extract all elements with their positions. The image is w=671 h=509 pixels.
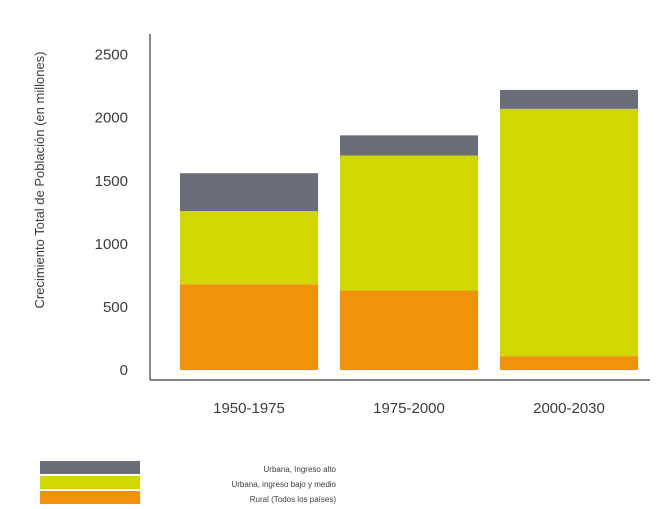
legend: Urbana, Ingreso alto Urbana, ingreso bajo… <box>40 461 337 504</box>
bar-segment <box>500 108 638 357</box>
legend-label: Urbana, ingreso bajo y medio <box>231 480 336 489</box>
bar-segment <box>180 284 318 370</box>
y-ticks: 0 500 1000 1500 2000 2500 <box>95 47 128 379</box>
y-tick-label: 2500 <box>95 47 128 64</box>
x-tick-label: 1975-2000 <box>373 400 445 417</box>
bars <box>180 89 638 370</box>
y-tick-label: 500 <box>103 299 128 316</box>
bar-segment <box>180 211 318 285</box>
legend-label: Urbana, Ingreso alto <box>264 465 337 474</box>
y-tick-label: 0 <box>120 362 128 379</box>
bar-segment <box>500 356 638 370</box>
x-tick-label: 1950-1975 <box>213 400 285 417</box>
bar-segment <box>500 89 638 109</box>
axes <box>149 34 650 381</box>
legend-label: Rural (Todos los países) <box>250 495 337 504</box>
y-axis-label: Crecimiento Total de Población (en millo… <box>32 52 47 309</box>
bar-segment <box>340 135 478 156</box>
y-tick-label: 1500 <box>95 173 128 190</box>
y-tick-label: 1000 <box>95 236 128 253</box>
bar-segment <box>340 155 478 291</box>
legend-swatch <box>40 491 140 504</box>
legend-swatch <box>40 461 140 474</box>
x-tick-label: 2000-2030 <box>533 400 605 417</box>
bar-segment <box>180 173 318 212</box>
y-tick-label: 2000 <box>95 110 128 127</box>
x-ticks: 1950-1975 1975-2000 2000-2030 <box>213 400 605 417</box>
bar-segment <box>340 290 478 370</box>
legend-swatch <box>40 476 140 489</box>
